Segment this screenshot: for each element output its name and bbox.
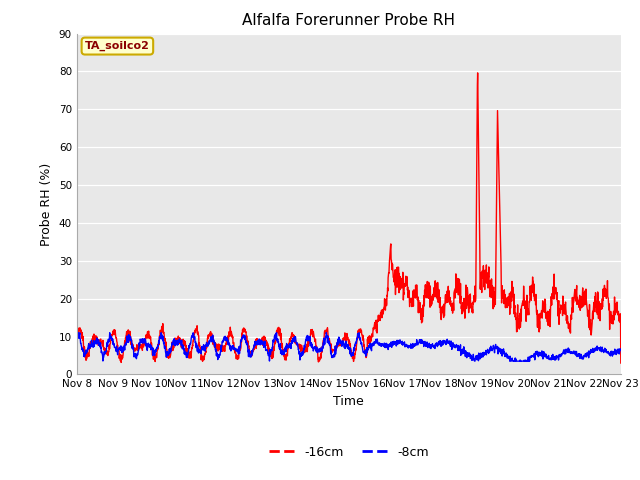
-8cm (471, 358, 479, 364)
-8cm (617, 347, 625, 352)
-16cm (100, 346, 108, 351)
Legend: -16cm, -8cm: -16cm, -8cm (264, 441, 434, 464)
-8cm (602, 347, 609, 352)
-8cm (323, 333, 331, 339)
Title: Alfalfa Forerunner Probe RH: Alfalfa Forerunner Probe RH (243, 13, 455, 28)
-8cm (502, 354, 509, 360)
-8cm (75, 330, 83, 336)
-16cm (502, 305, 509, 311)
-16cm (337, 340, 345, 346)
-16cm (601, 293, 609, 299)
-8cm (338, 339, 346, 345)
X-axis label: Time: Time (333, 395, 364, 408)
Text: TA_soilco2: TA_soilco2 (85, 41, 150, 51)
Line: -16cm: -16cm (77, 73, 621, 363)
Line: -8cm: -8cm (77, 333, 621, 361)
-16cm (323, 328, 331, 334)
-8cm (73, 333, 81, 339)
Y-axis label: Probe RH (%): Probe RH (%) (40, 162, 53, 246)
-16cm (617, 360, 625, 366)
-8cm (602, 348, 609, 354)
-16cm (73, 335, 81, 340)
-16cm (474, 70, 481, 76)
-16cm (602, 286, 609, 291)
-8cm (101, 350, 109, 356)
